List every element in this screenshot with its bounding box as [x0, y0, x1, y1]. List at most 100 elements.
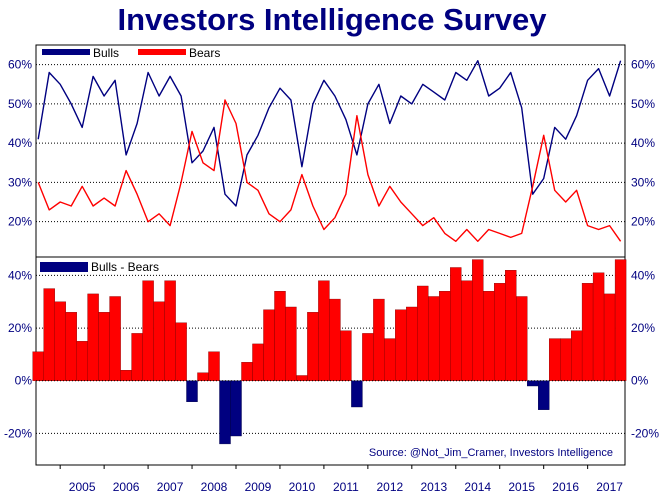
- spread-bar: [592, 272, 605, 381]
- top-yticks-right: 20% 30% 40% 50% 60%: [631, 58, 655, 229]
- spread-bar: [43, 288, 55, 382]
- spread-bar: [494, 283, 506, 381]
- spread-bar: [571, 330, 583, 381]
- legend-bulls-swatch: [42, 49, 90, 55]
- spread-bar: [65, 312, 77, 381]
- spread-bar: [329, 298, 341, 381]
- bottom-yticks-left: -20% 0% 20% 40%: [4, 268, 32, 440]
- spread-bar: [603, 293, 616, 381]
- spread-bar: [614, 259, 627, 381]
- spread-bar: [76, 341, 88, 381]
- bottom-yticks-right: -20% 0% 20% 40%: [631, 268, 659, 440]
- spread-bar: [516, 296, 528, 382]
- spread-bar: [186, 380, 198, 403]
- spread-bar: [120, 370, 132, 381]
- top-ytick-label-left: 60%: [8, 58, 32, 72]
- x-tick-label: 2013: [420, 480, 447, 494]
- spread-bar: [197, 372, 209, 381]
- spread-bar: [318, 280, 330, 382]
- x-tick-label: 2016: [552, 480, 579, 494]
- spread-bar: [32, 351, 44, 381]
- x-axis: 2005 2006 2007 2008 2009 2010 2011 2012 2013 2014…: [59, 465, 623, 494]
- top-ytick-label-right: 60%: [631, 58, 655, 72]
- spread-bar: [505, 270, 517, 382]
- chart-title: Investors Intelligence Survey: [117, 2, 547, 37]
- bears-series: [37, 99, 622, 243]
- bottom-ytick-label-left: 0%: [15, 374, 33, 388]
- top-ytick-label-left: 30%: [8, 175, 32, 189]
- bulls-line: [37, 60, 622, 207]
- spread-bar: [274, 291, 286, 381]
- top-ytick-label-left: 20%: [8, 215, 32, 229]
- spread-bar: [472, 259, 484, 381]
- legend-spread-label: Bulls - Bears: [91, 260, 159, 274]
- spread-bar: [131, 333, 143, 381]
- spread-bar: [560, 338, 572, 381]
- spread-bar: [98, 312, 110, 381]
- x-tick-label: 2007: [157, 480, 184, 494]
- spread-bar: [87, 293, 99, 381]
- x-tick-label: 2012: [376, 480, 403, 494]
- bottom-ytick-label-right: 0%: [631, 374, 649, 388]
- spread-bar: [351, 380, 363, 408]
- top-ytick-label-left: 40%: [8, 136, 32, 150]
- top-ytick-label-right: 20%: [631, 215, 655, 229]
- x-tick-label: 2008: [201, 480, 228, 494]
- spread-bar: [219, 380, 231, 445]
- spread-bar: [373, 298, 385, 381]
- spread-bar: [461, 280, 473, 382]
- top-ytick-label-right: 30%: [631, 175, 655, 189]
- spread-bar: [527, 380, 539, 387]
- x-tick-label: 2005: [69, 480, 96, 494]
- spread-bar: [142, 280, 154, 382]
- spread-bar: [252, 343, 264, 381]
- spread-bar: [406, 306, 418, 381]
- spread-bar: [230, 380, 242, 437]
- x-tick-label: 2006: [113, 480, 140, 494]
- spread-bar: [164, 280, 176, 382]
- spread-bar: [384, 338, 396, 381]
- legend-bulls-label: Bulls: [93, 46, 119, 60]
- bulls-series: [37, 60, 622, 207]
- bottom-ytick-label-right: -20%: [631, 426, 659, 440]
- top-yticks-left: 20% 30% 40% 50% 60%: [8, 58, 32, 229]
- spread-bar: [208, 351, 220, 381]
- spread-bar: [241, 362, 253, 381]
- spread-bar: [483, 291, 495, 381]
- source-note: Source: @Not_Jim_Cramer, Investors Intel…: [369, 447, 613, 459]
- spread-bar: [395, 309, 407, 382]
- x-tick-label: 2009: [245, 480, 272, 494]
- bottom-ytick-label-left: 20%: [8, 321, 32, 335]
- spread-bar: [263, 309, 275, 382]
- spread-bar: [285, 306, 297, 381]
- top-ytick-label-left: 50%: [8, 97, 32, 111]
- bears-line: [37, 99, 622, 243]
- spread-bar: [362, 333, 374, 381]
- x-tick-label: 2015: [508, 480, 535, 494]
- top-panel-frame: [35, 44, 626, 258]
- bottom-ytick-label-right: 40%: [631, 268, 655, 282]
- spread-bar: [549, 338, 561, 381]
- spread-bar: [54, 301, 66, 381]
- spread-bar: [307, 312, 319, 381]
- spread-bar: [340, 330, 352, 381]
- x-tick-label: 2017: [596, 480, 623, 494]
- spread-bar: [439, 291, 451, 381]
- top-ytick-label-right: 40%: [631, 136, 655, 150]
- x-tick-label: 2010: [289, 480, 316, 494]
- spread-series: [32, 259, 627, 445]
- top-ytick-label-right: 50%: [631, 97, 655, 111]
- legend-bears-swatch: [138, 49, 186, 55]
- spread-bar: [109, 296, 121, 382]
- spread-bar: [581, 283, 594, 381]
- spread-bar: [296, 375, 308, 382]
- spread-bar: [538, 380, 550, 410]
- x-tick-label: 2011: [333, 480, 359, 494]
- bottom-ytick-label-left: 40%: [8, 268, 32, 282]
- spread-bar: [175, 322, 187, 381]
- spread-bar: [428, 296, 440, 382]
- bottom-ytick-label-right: 20%: [631, 321, 655, 335]
- legend-bears-label: Bears: [189, 46, 220, 60]
- x-tick-label: 2014: [464, 480, 491, 494]
